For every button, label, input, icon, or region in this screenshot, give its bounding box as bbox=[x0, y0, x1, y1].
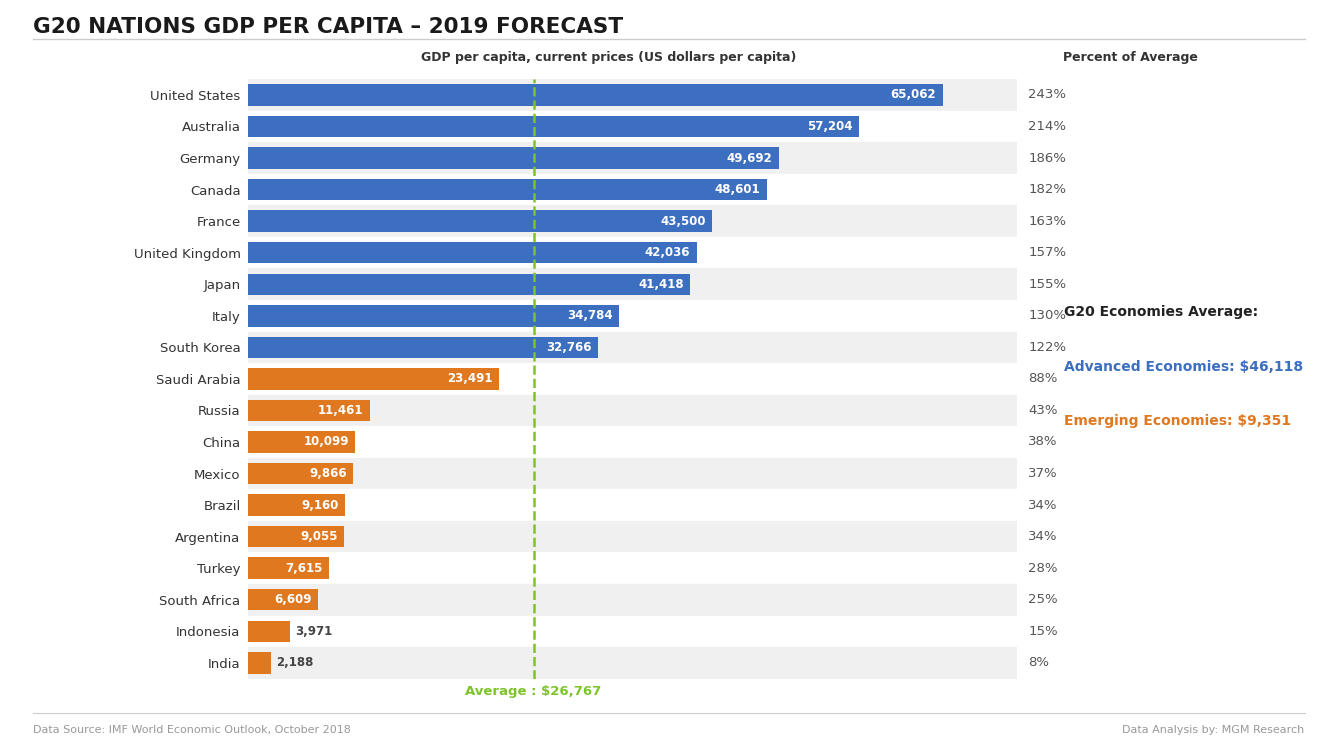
Bar bbox=[248, 305, 619, 326]
Text: 34,784: 34,784 bbox=[567, 309, 613, 322]
Text: 7,615: 7,615 bbox=[285, 562, 322, 575]
Bar bbox=[248, 652, 270, 673]
Bar bbox=[248, 274, 690, 295]
Bar bbox=[248, 84, 943, 106]
Text: 130%: 130% bbox=[1029, 309, 1066, 322]
Text: 43,500: 43,500 bbox=[661, 215, 706, 228]
Bar bbox=[248, 332, 1017, 363]
Bar bbox=[248, 143, 1017, 174]
Text: 9,866: 9,866 bbox=[309, 467, 347, 480]
Text: 9,160: 9,160 bbox=[301, 498, 339, 511]
Text: 243%: 243% bbox=[1029, 88, 1066, 102]
Bar bbox=[248, 394, 1017, 426]
Bar bbox=[248, 147, 779, 169]
Bar bbox=[248, 584, 1017, 615]
Text: 163%: 163% bbox=[1029, 215, 1066, 228]
Bar bbox=[248, 79, 1017, 111]
Text: Data Source: IMF World Economic Outlook, October 2018: Data Source: IMF World Economic Outlook,… bbox=[33, 725, 352, 735]
Text: Average : $26,767: Average : $26,767 bbox=[466, 685, 602, 697]
Bar bbox=[248, 521, 1017, 553]
Text: 88%: 88% bbox=[1029, 372, 1058, 385]
Bar bbox=[248, 553, 1017, 584]
Bar bbox=[248, 463, 353, 484]
Bar bbox=[248, 179, 767, 201]
Text: 155%: 155% bbox=[1029, 277, 1066, 291]
Bar bbox=[248, 400, 371, 421]
Text: 32,766: 32,766 bbox=[546, 341, 591, 354]
Text: 122%: 122% bbox=[1029, 341, 1066, 354]
Bar bbox=[248, 431, 356, 452]
Bar bbox=[248, 242, 697, 263]
Text: Percent of Average: Percent of Average bbox=[1064, 51, 1198, 64]
Bar bbox=[248, 526, 344, 547]
Bar bbox=[248, 336, 598, 358]
Bar bbox=[248, 237, 1017, 268]
Text: 186%: 186% bbox=[1029, 152, 1066, 164]
Text: 2,188: 2,188 bbox=[276, 656, 313, 670]
Text: 37%: 37% bbox=[1029, 467, 1058, 480]
Text: 65,062: 65,062 bbox=[891, 88, 937, 102]
Text: 6,609: 6,609 bbox=[274, 593, 312, 606]
Bar bbox=[248, 647, 1017, 679]
Text: Data Analysis by: MGM Research: Data Analysis by: MGM Research bbox=[1123, 725, 1305, 735]
Text: GDP per capita, current prices (US dollars per capita): GDP per capita, current prices (US dolla… bbox=[421, 51, 796, 64]
Text: 157%: 157% bbox=[1029, 247, 1066, 259]
Text: 182%: 182% bbox=[1029, 183, 1066, 196]
Text: 10,099: 10,099 bbox=[304, 436, 349, 449]
Bar bbox=[248, 300, 1017, 332]
Text: 11,461: 11,461 bbox=[318, 404, 364, 417]
Bar bbox=[248, 116, 859, 137]
Text: 48,601: 48,601 bbox=[714, 183, 760, 196]
Text: 34%: 34% bbox=[1029, 530, 1058, 543]
Text: Advanced Economies: $46,118: Advanced Economies: $46,118 bbox=[1064, 360, 1303, 374]
Bar bbox=[248, 363, 1017, 394]
Bar bbox=[248, 489, 1017, 521]
Bar bbox=[248, 111, 1017, 143]
Text: 25%: 25% bbox=[1029, 593, 1058, 606]
Bar bbox=[248, 210, 712, 232]
Bar bbox=[248, 205, 1017, 237]
Text: 42,036: 42,036 bbox=[645, 247, 690, 259]
Bar bbox=[248, 268, 1017, 300]
Bar bbox=[248, 426, 1017, 458]
Text: 34%: 34% bbox=[1029, 498, 1058, 511]
Text: 57,204: 57,204 bbox=[807, 120, 852, 133]
Bar bbox=[248, 458, 1017, 489]
Text: 9,055: 9,055 bbox=[300, 530, 339, 543]
Text: 214%: 214% bbox=[1029, 120, 1066, 133]
Bar bbox=[248, 589, 318, 611]
Text: 38%: 38% bbox=[1029, 436, 1058, 449]
Bar bbox=[248, 368, 499, 390]
Bar bbox=[248, 495, 345, 516]
Text: G20 NATIONS GDP PER CAPITA – 2019 FORECAST: G20 NATIONS GDP PER CAPITA – 2019 FORECA… bbox=[33, 17, 624, 37]
Text: 49,692: 49,692 bbox=[727, 152, 772, 164]
Text: 15%: 15% bbox=[1029, 625, 1058, 638]
Bar bbox=[248, 621, 290, 642]
Text: 3,971: 3,971 bbox=[296, 625, 333, 638]
Text: 43%: 43% bbox=[1029, 404, 1058, 417]
Text: 28%: 28% bbox=[1029, 562, 1058, 575]
Text: Emerging Economies: $9,351: Emerging Economies: $9,351 bbox=[1064, 414, 1291, 428]
Text: 8%: 8% bbox=[1029, 656, 1049, 670]
Text: 41,418: 41,418 bbox=[638, 277, 684, 291]
Text: 23,491: 23,491 bbox=[447, 372, 492, 385]
Text: G20 Economies Average:: G20 Economies Average: bbox=[1064, 305, 1258, 320]
Bar bbox=[248, 557, 329, 579]
Bar bbox=[248, 615, 1017, 647]
Bar bbox=[248, 174, 1017, 205]
